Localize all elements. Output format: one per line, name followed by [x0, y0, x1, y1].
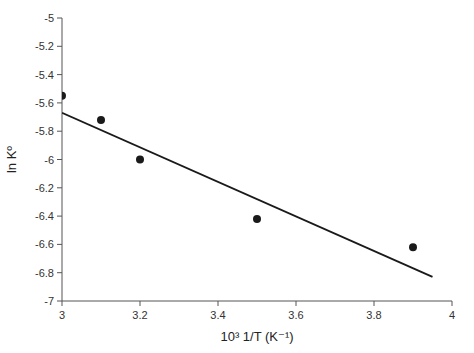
x-tick [140, 301, 141, 306]
x-tick [62, 301, 63, 306]
scatter-point [253, 215, 261, 223]
y-tick [57, 159, 62, 160]
y-axis-label: ln Kº [4, 146, 19, 173]
y-tick-label: -6.6 [35, 238, 54, 250]
y-tick-label: -5.6 [35, 97, 54, 109]
y-tick-label: -5.2 [35, 40, 54, 52]
y-tick [57, 18, 62, 19]
y-tick [57, 301, 62, 302]
x-tick [296, 301, 297, 306]
y-tick-label: -7 [44, 295, 54, 307]
y-tick [57, 216, 62, 217]
trend-line [62, 113, 433, 277]
x-tick-label: 3.8 [366, 309, 381, 321]
scatter-point [136, 156, 144, 164]
x-tick [218, 301, 219, 306]
y-tick [57, 272, 62, 273]
plot-area [62, 92, 433, 277]
y-tick [57, 244, 62, 245]
x-tick [452, 301, 453, 306]
y-tick [57, 46, 62, 47]
y-tick [57, 187, 62, 188]
x-tick-label: 3.6 [288, 309, 303, 321]
scatter-point [97, 116, 105, 124]
x-tick-label: 3.4 [210, 309, 225, 321]
y-tick-label: -6.2 [35, 182, 54, 194]
y-tick-label: -5.4 [35, 69, 54, 81]
y-tick-label: -6.4 [35, 210, 54, 222]
chart: 3 3.2 3.4 3.6 3.8 4 -7 -6.8 -6.6 -6.4 -6.2 -6 -5.8 -5… [0, 0, 474, 353]
x-tick [374, 301, 375, 306]
y-tick-label: -5 [44, 12, 54, 24]
y-tick-label: -6.8 [35, 267, 54, 279]
scatter-point [62, 92, 66, 100]
y-tick-label: -5.8 [35, 125, 54, 137]
y-tick [57, 102, 62, 103]
x-axis-line [62, 301, 452, 302]
x-tick-label: 3.2 [132, 309, 147, 321]
x-tick-label: 4 [449, 309, 455, 321]
x-tick-label: 3 [59, 309, 65, 321]
axes: 3 3.2 3.4 3.6 3.8 4 -7 -6.8 -6.6 -6.4 -6.2 -6 -5.8 -5… [35, 12, 455, 321]
y-tick [57, 131, 62, 132]
scatter-point [409, 243, 417, 251]
x-axis-label: 10³ 1/T (K⁻¹) [220, 329, 293, 344]
y-tick [57, 74, 62, 75]
y-tick-label: -6 [44, 154, 54, 166]
